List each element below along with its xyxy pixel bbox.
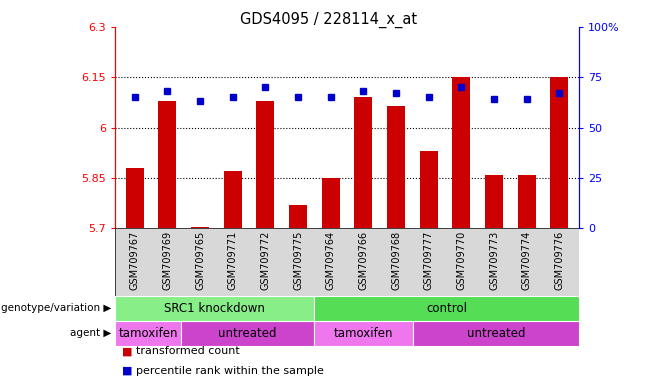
Text: GSM709771: GSM709771 [228,230,238,290]
Bar [314,321,413,346]
Bar [182,321,314,346]
Text: GSM709775: GSM709775 [293,230,303,290]
Text: GSM709770: GSM709770 [457,230,467,290]
Text: transformed count: transformed count [136,346,240,356]
Bar [257,101,274,228]
Text: untreated: untreated [467,327,526,339]
Bar [413,321,579,346]
Text: GSM709769: GSM709769 [163,230,172,290]
Bar [453,77,470,228]
Text: GSM709772: GSM709772 [261,230,270,290]
Text: GSM709773: GSM709773 [489,230,499,290]
Bar [115,296,314,321]
Text: GSM709765: GSM709765 [195,230,205,290]
Text: percentile rank within the sample: percentile rank within the sample [136,366,324,376]
Bar [159,101,176,228]
Bar [485,175,503,228]
Bar [551,77,569,228]
Bar [314,296,579,321]
Text: genotype/variation ▶: genotype/variation ▶ [1,303,112,313]
Bar [322,178,340,228]
Bar [387,106,405,228]
Text: untreated: untreated [218,327,277,339]
Bar [191,227,209,228]
Text: GSM709777: GSM709777 [424,230,434,290]
Bar [289,205,307,228]
Text: GSM709766: GSM709766 [359,230,368,290]
Text: SRC1 knockdown: SRC1 knockdown [164,302,265,314]
Text: control: control [426,302,467,314]
Bar [420,151,438,228]
Text: GDS4095 / 228114_x_at: GDS4095 / 228114_x_at [240,12,418,28]
Bar [115,321,182,346]
Text: agent ▶: agent ▶ [70,328,112,338]
Text: ■: ■ [122,366,132,376]
Bar [126,168,143,228]
Bar [518,175,536,228]
Bar [224,171,241,228]
Text: GSM709764: GSM709764 [326,230,336,290]
Text: tamoxifen: tamoxifen [334,327,393,339]
Bar [355,98,372,228]
Text: GSM709776: GSM709776 [555,230,565,290]
Text: GSM709768: GSM709768 [391,230,401,290]
Text: tamoxifen: tamoxifen [118,327,178,339]
Text: GSM709767: GSM709767 [130,230,139,290]
Text: GSM709774: GSM709774 [522,230,532,290]
Text: ■: ■ [122,346,132,356]
